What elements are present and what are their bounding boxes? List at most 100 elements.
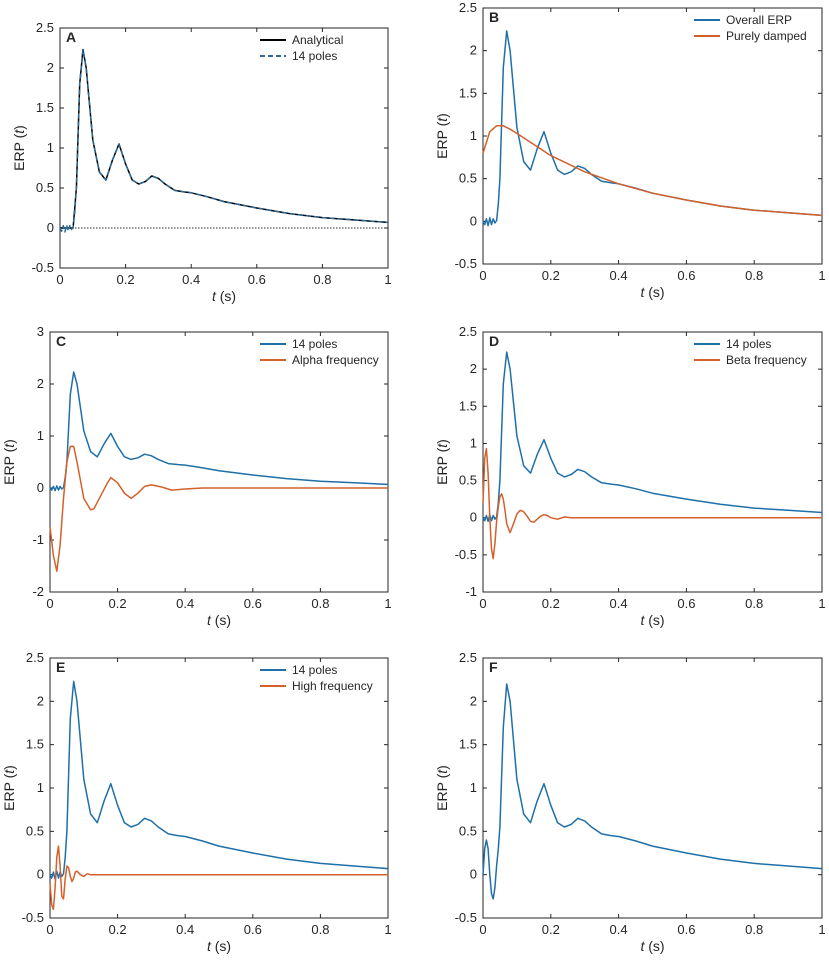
x-tick-label: 0.4: [176, 596, 194, 611]
x-axis-label-var: t: [207, 612, 215, 628]
x-axis-label-var: t: [207, 938, 215, 954]
y-tick-label: 1.5: [459, 398, 477, 413]
x-tick-label: 0: [479, 922, 486, 937]
x-tick-label: 0.8: [313, 272, 331, 287]
plot-frame: [49, 657, 389, 919]
x-axis-label-unit: (s): [220, 288, 236, 304]
x-tick-label: 1: [384, 272, 391, 287]
legend-label: Purely damped: [726, 29, 807, 43]
panel-f: 0 0.2 0.4 0.6 0.8 1-0.500.511.522.5Ft (s)ERP …: [434, 650, 826, 954]
y-tick-label: 1.5: [26, 737, 44, 752]
legend-label: Beta frequency: [726, 353, 807, 367]
panel-label: D: [489, 333, 499, 349]
x-tick-label: 0.2: [109, 922, 127, 937]
x-tick-label: 1: [818, 596, 825, 611]
y-tick-label: 0: [37, 480, 44, 495]
x-tick-label: 1: [384, 596, 391, 611]
y-tick-label: 1: [470, 780, 477, 795]
x-axis-label-unit: (s): [648, 612, 664, 628]
legend-label: Analytical: [292, 33, 343, 47]
y-tick-label: -2: [32, 584, 44, 599]
y-tick-label: 2.5: [459, 650, 477, 665]
x-tick-label: 0.6: [244, 922, 262, 937]
y-tick-label: 1: [47, 140, 54, 155]
x-tick-label: 0.4: [182, 272, 200, 287]
legend-label: High frequency: [292, 679, 373, 693]
x-tick-label: 0.6: [677, 596, 695, 611]
y-tick-label: 2: [470, 43, 477, 58]
panel-c: 0 0.2 0.4 0.6 0.8 1 -2 -1 0 1 2 3C 14 poles Alpha fre…: [1, 324, 392, 628]
y-axis-label: ERP (t): [1, 765, 17, 811]
legend: 14 poles Beta frequency: [694, 337, 807, 367]
y-axis-label-suffix: ): [1, 765, 17, 770]
legend: 14 poles High frequency: [260, 663, 373, 693]
y-axis-label-suffix: ): [434, 113, 450, 118]
x-tick-label: 0: [46, 922, 53, 937]
x-axis-label: t (s): [212, 288, 236, 304]
plot-frame: [59, 27, 389, 269]
x-tick-label: 1: [384, 922, 391, 937]
plot-frame: [482, 657, 823, 919]
y-axis-label-var: t: [434, 769, 450, 774]
x-tick-label: 0.8: [311, 596, 329, 611]
legend: Analytical 14 poles: [260, 33, 343, 63]
panel-a: 0 0.2 0.4 0.6 0.8 1-0.500.511.522.5A Analytica…: [11, 20, 392, 304]
series-line-beta-frequency: [482, 447, 822, 560]
x-tick-label: 0.8: [311, 922, 329, 937]
legend-label: 14 poles: [292, 337, 337, 351]
x-tick-label: 0: [479, 596, 486, 611]
y-axis-label: ERP (t): [1, 439, 17, 485]
y-axis-label-prefix: ERP (: [1, 447, 17, 484]
y-axis-label-prefix: ERP (: [434, 447, 450, 484]
y-tick-label: 3: [37, 324, 44, 339]
x-tick-label: 0: [56, 272, 63, 287]
x-tick-label: 0.6: [248, 272, 266, 287]
legend-label: Alpha frequency: [292, 353, 379, 367]
x-tick-label: 0.2: [542, 268, 560, 283]
x-axis-label: t (s): [207, 612, 231, 628]
series-line-14-poles: [59, 48, 389, 233]
y-tick-label: 2: [470, 693, 477, 708]
legend-label: 14 poles: [726, 337, 771, 351]
x-tick-label: 0: [479, 268, 486, 283]
x-tick-label: 0.2: [542, 922, 560, 937]
plot-frame: [482, 7, 823, 265]
y-axis-label-suffix: ): [1, 439, 17, 444]
y-axis-label-prefix: ERP (: [434, 121, 450, 158]
series-line-14-poles: [49, 371, 389, 492]
x-axis-label-var: t: [640, 612, 648, 628]
x-axis-label: t (s): [640, 612, 664, 628]
y-tick-label: 0.5: [459, 171, 477, 186]
y-tick-label: 0.5: [26, 823, 44, 838]
x-axis-label: t (s): [640, 938, 664, 954]
y-axis-label-var: t: [1, 769, 17, 774]
x-tick-label: 0: [46, 596, 53, 611]
y-tick-label: 0: [470, 510, 477, 525]
y-tick-label: -1: [32, 532, 44, 547]
series-line-purely-damped: [482, 125, 823, 217]
x-axis-label-var: t: [212, 288, 220, 304]
y-axis-label-var: t: [11, 129, 27, 134]
x-axis-label-var: t: [640, 284, 648, 300]
x-axis-label-var: t: [640, 938, 648, 954]
y-tick-label: -1: [465, 584, 477, 599]
y-tick-label: 0.5: [459, 473, 477, 488]
x-tick-label: 0.2: [117, 272, 135, 287]
y-tick-label: 1.5: [36, 100, 54, 115]
y-tick-label: -0.5: [32, 260, 54, 275]
x-axis-label-unit: (s): [648, 284, 664, 300]
series-line-1: [482, 683, 823, 900]
legend-label: 14 poles: [292, 49, 337, 63]
x-tick-label: 1: [818, 268, 825, 283]
x-tick-label: 0.8: [745, 596, 763, 611]
legend: 14 poles Alpha frequency: [260, 337, 379, 367]
y-tick-label: 2.5: [36, 20, 54, 35]
y-axis-label-var: t: [434, 117, 450, 122]
x-tick-label: 0.4: [610, 268, 628, 283]
legend-label: Overall ERP: [726, 13, 792, 27]
y-tick-label: 2.5: [459, 0, 477, 15]
y-axis-label-suffix: ): [434, 765, 450, 770]
panel-label: A: [66, 29, 76, 45]
y-tick-label: 2: [37, 376, 44, 391]
panel-d: 0 0.2 0.4 0.6 0.8 1 -1 -0.5 0 0.5 1 1.5 2 2.5 D 14 pole…: [434, 324, 826, 628]
